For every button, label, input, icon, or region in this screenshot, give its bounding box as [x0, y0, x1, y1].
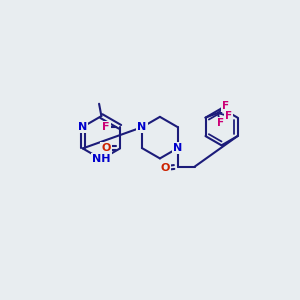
Text: F: F: [217, 118, 224, 128]
Text: O: O: [161, 163, 170, 173]
Text: F: F: [222, 101, 229, 111]
Text: O: O: [101, 143, 111, 153]
Text: N: N: [78, 122, 87, 132]
Text: N: N: [137, 122, 146, 132]
Text: N: N: [173, 143, 182, 153]
Text: NH: NH: [92, 154, 111, 164]
Text: F: F: [103, 122, 110, 132]
Text: F: F: [225, 111, 232, 121]
